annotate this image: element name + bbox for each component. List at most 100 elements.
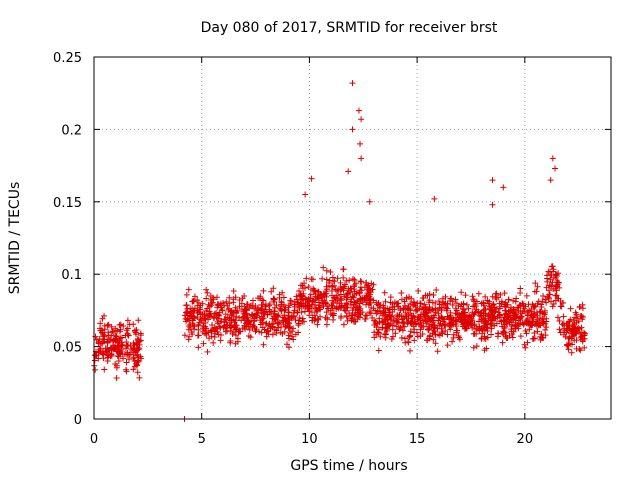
data-point (434, 348, 441, 355)
data-point (363, 301, 370, 308)
data-point (410, 313, 417, 320)
data-point (403, 313, 410, 320)
data-point (329, 302, 336, 309)
data-point (270, 285, 277, 292)
data-point (300, 318, 307, 325)
data-point (523, 330, 530, 337)
data-point (186, 310, 193, 317)
data-point (469, 293, 476, 300)
data-point (297, 296, 304, 303)
data-point (453, 300, 460, 307)
data-point (210, 296, 217, 303)
data-point (305, 302, 312, 309)
data-point (581, 344, 588, 351)
data-point (492, 290, 499, 297)
data-point (550, 274, 557, 281)
data-point (413, 329, 420, 336)
data-point-peak (489, 177, 496, 184)
data-point (484, 297, 491, 304)
data-point (195, 344, 202, 351)
data-point (338, 285, 345, 292)
data-point (483, 324, 490, 331)
data-point (276, 291, 283, 298)
data-point (549, 279, 556, 286)
data-point-peak (358, 116, 365, 123)
data-point-peak (355, 107, 362, 114)
data-point (291, 307, 298, 314)
data-point (357, 278, 364, 285)
data-point (430, 314, 437, 321)
data-point (208, 328, 215, 335)
data-point (315, 316, 322, 323)
data-point (407, 332, 414, 339)
data-point (332, 286, 339, 293)
data-point (268, 288, 275, 295)
data-point (559, 321, 566, 328)
data-point (382, 331, 389, 338)
data-point (105, 352, 112, 359)
data-point (310, 286, 317, 293)
data-point (251, 305, 258, 312)
labels-layer: 0 5 10 15 20 0 0.05 0.1 0.15 0.2 0.25 (53, 51, 533, 447)
data-point (571, 337, 578, 344)
data-point (396, 311, 403, 318)
data-point (430, 292, 437, 299)
data-point (489, 314, 496, 321)
data-point (196, 309, 203, 316)
data-point (327, 269, 334, 276)
data-point (401, 335, 408, 342)
data-point (407, 307, 414, 314)
data-point (407, 347, 414, 354)
data-point (226, 294, 233, 301)
data-point (442, 327, 449, 334)
data-point (195, 332, 202, 339)
data-point (481, 333, 488, 340)
data-point (230, 288, 237, 295)
data-point (136, 341, 143, 348)
data-point (377, 301, 384, 308)
data-point (376, 319, 383, 326)
data-point (479, 326, 486, 333)
data-point (223, 319, 230, 326)
data-point (344, 290, 351, 297)
data-point (475, 290, 482, 297)
data-point (429, 317, 436, 324)
data-point (382, 317, 389, 324)
data-point (275, 311, 282, 318)
data-point (478, 313, 485, 320)
x-tick-label: 10 (301, 432, 318, 447)
data-point (579, 301, 586, 308)
data-point (270, 296, 277, 303)
data-point (421, 313, 428, 320)
data-point (295, 320, 302, 327)
data-point (534, 328, 541, 335)
data-point (444, 300, 451, 307)
data-point (447, 320, 454, 327)
data-point (462, 317, 469, 324)
data-point (325, 305, 332, 312)
data-point (449, 338, 456, 345)
data-point (131, 328, 138, 335)
data-point (260, 341, 267, 348)
data-point (398, 334, 405, 341)
data-point (576, 304, 583, 311)
data-point (185, 336, 192, 343)
data-point-peak (551, 165, 558, 172)
data-point (125, 332, 132, 339)
data-point (134, 335, 141, 342)
data-point (101, 312, 108, 319)
data-point (488, 325, 495, 332)
data-point (306, 312, 313, 319)
data-point (287, 329, 294, 336)
data-point (496, 303, 503, 310)
data-point (564, 326, 571, 333)
data-point (187, 324, 194, 331)
data-point (452, 305, 459, 312)
data-point (426, 333, 433, 340)
data-point (133, 360, 140, 367)
y-axis-label: SRMTID / TECUs (7, 182, 23, 295)
data-point (246, 304, 253, 311)
data-point (537, 308, 544, 315)
data-point (553, 271, 560, 278)
